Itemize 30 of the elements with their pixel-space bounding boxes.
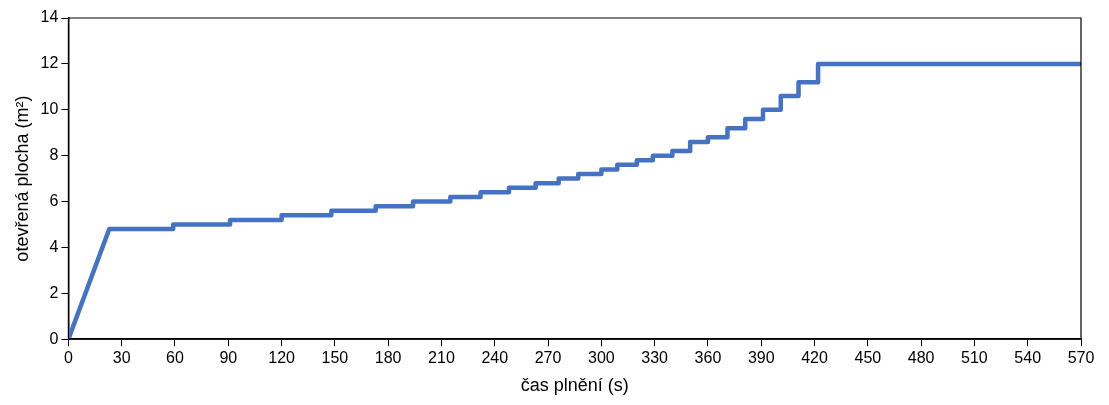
- x-tick-label: 330: [641, 349, 669, 367]
- x-tick-label: 390: [747, 349, 775, 367]
- x-tick-label: 360: [694, 349, 722, 367]
- y-tick-label: 10: [40, 100, 59, 118]
- y-tick-label: 12: [40, 54, 59, 72]
- x-tick-label: 210: [428, 349, 455, 367]
- y-tick-label: 4: [49, 237, 59, 255]
- x-tick-label: 450: [854, 349, 882, 367]
- y-tick-label: 2: [49, 283, 59, 301]
- x-tick-label: 270: [534, 349, 562, 367]
- x-tick-label: 90: [219, 349, 238, 367]
- x-tick-label: 300: [587, 349, 615, 367]
- x-tick-label: 420: [801, 349, 828, 367]
- x-tick-label: 480: [907, 349, 935, 367]
- x-tick-label: 240: [481, 349, 509, 367]
- y-axis-title: otevřená plocha (m²): [11, 95, 32, 262]
- x-tick-label: 540: [1014, 349, 1042, 367]
- x-axis-title: čas plnění (s): [520, 375, 629, 396]
- x-tick-label: 570: [1067, 349, 1095, 367]
- x-tick-label: 150: [321, 349, 349, 367]
- x-tick-label: 510: [961, 349, 988, 367]
- x-tick-label: 30: [112, 349, 131, 367]
- y-tick-label: 14: [40, 8, 59, 26]
- x-tick-label: 60: [166, 349, 184, 367]
- y-tick-label: 0: [49, 329, 59, 347]
- y-tick-label: 8: [49, 146, 59, 164]
- x-tick-label: 180: [374, 349, 402, 367]
- x-tick-label: 120: [268, 349, 296, 367]
- y-tick-label: 6: [49, 191, 59, 209]
- x-tick-label: 0: [63, 349, 73, 367]
